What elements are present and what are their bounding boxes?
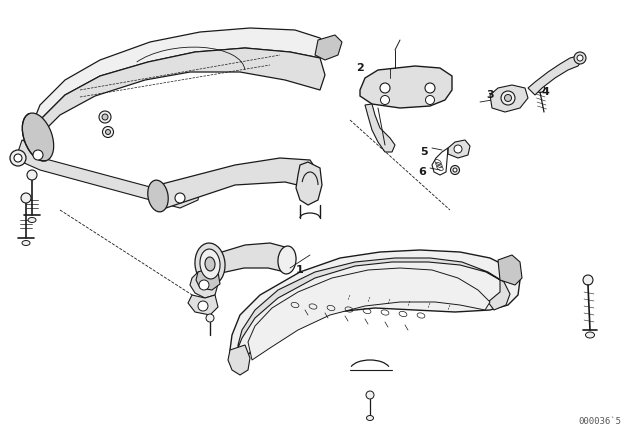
Ellipse shape xyxy=(195,243,225,285)
Polygon shape xyxy=(230,250,520,368)
Ellipse shape xyxy=(205,257,215,271)
Ellipse shape xyxy=(175,193,185,203)
Ellipse shape xyxy=(206,314,214,322)
Polygon shape xyxy=(498,255,522,285)
Ellipse shape xyxy=(199,280,209,290)
Polygon shape xyxy=(210,243,288,275)
Polygon shape xyxy=(248,268,490,360)
Ellipse shape xyxy=(501,91,515,105)
Ellipse shape xyxy=(586,332,595,338)
Ellipse shape xyxy=(102,114,108,120)
Polygon shape xyxy=(196,268,220,290)
Text: 2: 2 xyxy=(356,63,364,73)
Ellipse shape xyxy=(504,95,511,102)
Ellipse shape xyxy=(381,95,390,104)
Text: 000036`5: 000036`5 xyxy=(579,418,621,426)
Ellipse shape xyxy=(22,113,54,161)
Ellipse shape xyxy=(33,150,43,160)
Ellipse shape xyxy=(366,391,374,399)
Ellipse shape xyxy=(426,95,435,104)
Polygon shape xyxy=(448,140,470,158)
Ellipse shape xyxy=(453,168,457,172)
Text: 3: 3 xyxy=(486,90,494,100)
Ellipse shape xyxy=(21,193,31,203)
Ellipse shape xyxy=(198,301,208,311)
Ellipse shape xyxy=(200,249,220,279)
Ellipse shape xyxy=(583,275,593,285)
Polygon shape xyxy=(30,48,325,155)
Ellipse shape xyxy=(451,165,460,175)
Ellipse shape xyxy=(99,111,111,123)
Ellipse shape xyxy=(574,52,586,64)
Text: 1: 1 xyxy=(296,265,304,275)
Ellipse shape xyxy=(536,83,545,92)
Ellipse shape xyxy=(278,246,296,274)
Polygon shape xyxy=(528,56,582,95)
Ellipse shape xyxy=(22,241,30,246)
Ellipse shape xyxy=(367,415,374,421)
Ellipse shape xyxy=(14,154,22,162)
Ellipse shape xyxy=(10,150,26,166)
Ellipse shape xyxy=(454,145,462,153)
Polygon shape xyxy=(365,104,395,152)
Polygon shape xyxy=(238,258,510,348)
Ellipse shape xyxy=(27,170,37,180)
Polygon shape xyxy=(315,35,342,60)
Polygon shape xyxy=(155,158,320,210)
Polygon shape xyxy=(190,272,218,298)
Ellipse shape xyxy=(577,55,583,61)
Polygon shape xyxy=(18,140,200,208)
Polygon shape xyxy=(360,66,452,108)
Polygon shape xyxy=(30,28,330,140)
Ellipse shape xyxy=(425,83,435,93)
Text: 5: 5 xyxy=(420,147,428,157)
Polygon shape xyxy=(188,295,218,315)
Polygon shape xyxy=(296,162,322,205)
Polygon shape xyxy=(490,85,528,112)
Ellipse shape xyxy=(380,83,390,93)
Ellipse shape xyxy=(106,129,111,134)
Ellipse shape xyxy=(148,180,168,212)
Text: 6: 6 xyxy=(418,167,426,177)
Ellipse shape xyxy=(102,126,113,138)
Text: 4: 4 xyxy=(541,87,549,97)
Polygon shape xyxy=(228,345,250,375)
Ellipse shape xyxy=(28,217,36,223)
